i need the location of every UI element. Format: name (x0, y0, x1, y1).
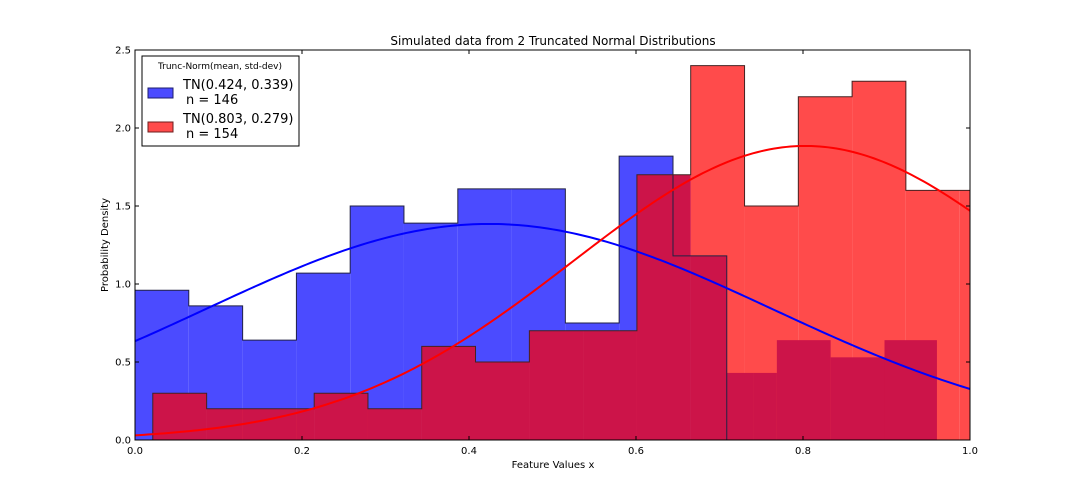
overlap-bar-13 (753, 372, 777, 440)
overlap-bar-14 (776, 340, 831, 440)
overlap-bar-3 (296, 408, 315, 440)
y-tick-label-1: 0.5 (115, 358, 131, 369)
y-axis-label: Probability Density (100, 198, 111, 292)
overlap-bar-2 (242, 408, 297, 440)
blue-density-curve (134, 222, 971, 390)
x-axis-label: Feature Values x (512, 460, 595, 471)
overlap-bar-5 (367, 408, 422, 440)
red-bar-15 (959, 190, 970, 440)
overlap-bar-11 (690, 255, 727, 440)
overlap-bar-9 (583, 330, 637, 440)
axes-frame (134, 49, 971, 441)
legend-entry-red-count: n = 154 (186, 127, 238, 142)
x-tick-label-4: 0.8 (795, 446, 811, 457)
legend-entry-red: TN(0.803, 0.279) (182, 112, 294, 127)
x-tick-label-1: 0.2 (294, 446, 310, 457)
y-tick-label-5: 2.5 (115, 46, 131, 57)
x-tick-label-5: 1.0 (962, 446, 978, 457)
legend-title: Trunc-Norm(mean, std-dev) (157, 62, 282, 72)
axes: 0.0 0.2 0.4 0.6 0.8 1.0 0.0 0.5 1.0 1.5 2.0 2.5 (115, 46, 978, 458)
overlap-bar-7 (475, 362, 530, 440)
overlap-bar-12 (726, 372, 754, 440)
overlap-bar-8 (529, 330, 584, 440)
overlap-bar-10 (636, 174, 691, 441)
y-tick-label-0: 0.0 (115, 436, 131, 447)
overlap-bar-15 (830, 357, 885, 440)
legend-swatch-blue (147, 87, 174, 99)
overlap-bar-6 (421, 346, 476, 440)
legend-entry-blue: TN(0.424, 0.339) (182, 78, 294, 93)
y-tick-label-2: 1.0 (115, 280, 131, 291)
overlap-bar-4 (314, 393, 368, 440)
legend-swatch-red (147, 121, 174, 133)
chart-title: Simulated data from 2 Truncated Normal D… (390, 34, 715, 48)
x-tick-label-0: 0.0 (127, 446, 143, 457)
plot-area (134, 65, 971, 441)
overlap-bar-16 (884, 340, 937, 440)
blue-histogram-outline (134, 155, 728, 440)
legend-entry-blue-count: n = 146 (186, 93, 238, 108)
y-tick-label-4: 2.0 (115, 124, 131, 135)
legend: Trunc-Norm(mean, std-dev) TN(0.424, 0.33… (141, 55, 300, 147)
red-density-curve (134, 144, 971, 437)
x-tick-label-3: 0.6 (628, 446, 644, 457)
y-tick-label-3: 1.5 (115, 202, 131, 213)
x-tick-label-2: 0.4 (461, 446, 477, 457)
